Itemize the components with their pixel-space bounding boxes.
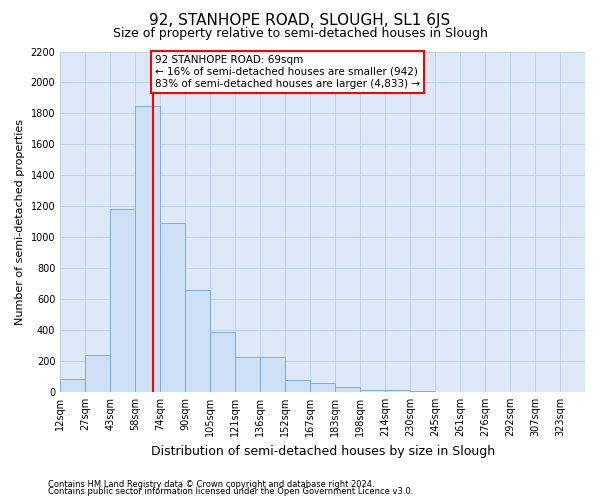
Bar (335, 388, 360, 392)
Text: 92 STANHOPE ROAD: 69sqm
← 16% of semi-detached houses are smaller (942)
83% of s: 92 STANHOPE ROAD: 69sqm ← 16% of semi-de… (155, 56, 420, 88)
Text: Size of property relative to semi-detached houses in Slough: Size of property relative to semi-detach… (113, 28, 487, 40)
Bar (135, 106, 160, 392)
X-axis label: Distribution of semi-detached houses by size in Slough: Distribution of semi-detached houses by … (151, 444, 494, 458)
Bar (360, 390, 385, 392)
Bar (260, 357, 285, 392)
Bar (285, 380, 310, 392)
Bar (185, 290, 210, 392)
Y-axis label: Number of semi-detached properties: Number of semi-detached properties (15, 118, 25, 324)
Text: Contains HM Land Registry data © Crown copyright and database right 2024.: Contains HM Land Registry data © Crown c… (48, 480, 374, 489)
Bar (60, 379, 85, 392)
Bar (210, 332, 235, 392)
Text: Contains public sector information licensed under the Open Government Licence v3: Contains public sector information licen… (48, 487, 413, 496)
Text: 92, STANHOPE ROAD, SLOUGH, SL1 6JS: 92, STANHOPE ROAD, SLOUGH, SL1 6JS (149, 12, 451, 28)
Bar (110, 210, 135, 392)
Bar (310, 384, 335, 392)
Bar (160, 224, 185, 392)
Bar (385, 390, 410, 392)
Bar (235, 357, 260, 392)
Bar (410, 391, 435, 392)
Bar (85, 355, 110, 392)
